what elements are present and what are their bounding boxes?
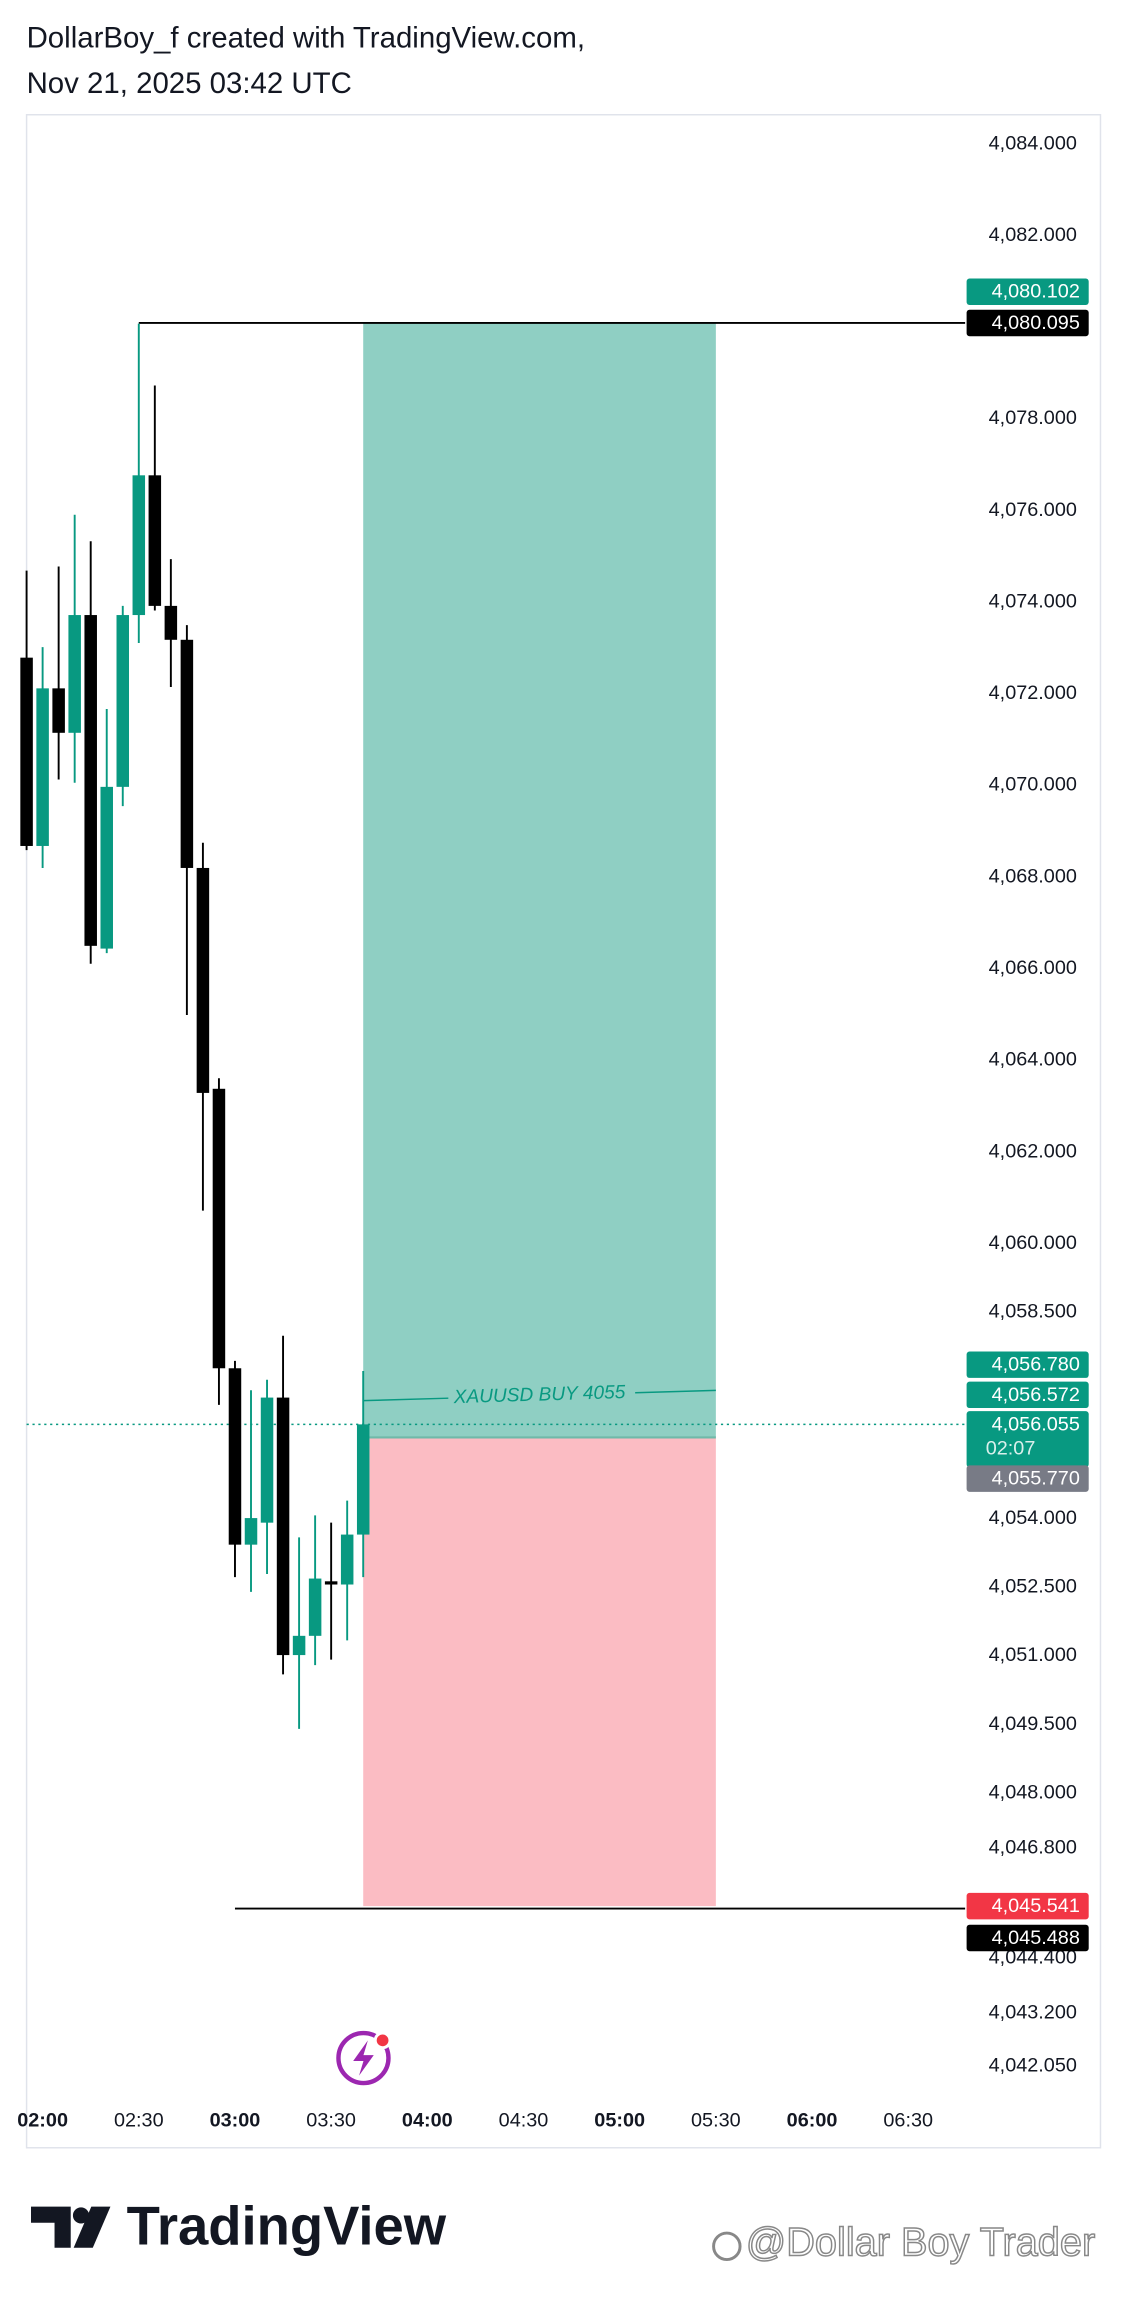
candle-body <box>100 786 113 949</box>
candle-body <box>292 1635 306 1656</box>
candle-body <box>52 688 65 733</box>
y-tick-label: 4,060.000 <box>989 1232 1077 1254</box>
candle-body <box>356 1424 370 1535</box>
y-tick-label: 4,084.000 <box>989 132 1077 154</box>
y-tick-label: 4,043.200 <box>989 2002 1077 2024</box>
candle-body <box>148 475 162 606</box>
header-line: DollarBoy_f created with TradingView.com… <box>27 21 585 54</box>
price-label: 4,080.095 <box>992 312 1080 334</box>
candle-body <box>260 1397 274 1523</box>
watermark: @Dollar Boy Trader <box>746 2220 1095 2264</box>
y-tick-label: 4,046.800 <box>989 1837 1077 1859</box>
candle-body <box>84 615 97 946</box>
price-label-box <box>966 1411 1089 1468</box>
price-label: 4,056.055 <box>992 1413 1080 1435</box>
y-tick-label: 4,078.000 <box>989 407 1077 429</box>
y-tick-label: 4,076.000 <box>989 499 1077 521</box>
y-tick-label: 4,054.000 <box>989 1507 1077 1529</box>
y-tick-label: 4,048.000 <box>989 1782 1077 1804</box>
y-tick-label: 4,058.500 <box>989 1301 1077 1323</box>
profit-zone <box>363 322 716 1438</box>
note-line <box>635 1389 716 1394</box>
candle-body <box>212 1088 226 1369</box>
candle-body <box>228 1368 242 1545</box>
candle-body <box>276 1397 290 1656</box>
x-tick-label: 05:00 <box>594 2110 645 2132</box>
candle-body <box>132 475 146 616</box>
header-line: Nov 21, 2025 03:42 UTC <box>27 67 352 100</box>
price-label: 4,055.770 <box>992 1468 1080 1490</box>
price-label: 4,056.780 <box>992 1354 1080 1376</box>
x-tick-label: 03:30 <box>306 2110 356 2132</box>
price-label-box <box>966 278 1089 306</box>
footer-logo: TradingView <box>127 2196 447 2257</box>
y-tick-label: 4,068.000 <box>989 865 1077 887</box>
watermark-icon <box>712 2231 742 2262</box>
y-tick-label: 4,066.000 <box>989 957 1077 979</box>
candle-body <box>308 1578 322 1636</box>
y-tick-label: 4,082.000 <box>989 224 1077 246</box>
position-note: XAUUSD BUY 4055 <box>452 1382 626 1408</box>
price-label-box <box>966 1381 1089 1409</box>
y-tick-label: 4,070.000 <box>989 774 1077 796</box>
candle-body <box>116 615 130 787</box>
candle-body <box>180 639 194 868</box>
loss-zone <box>363 1437 716 1907</box>
candle-body <box>340 1534 354 1585</box>
x-tick-label: 03:00 <box>210 2110 261 2132</box>
candle-body <box>244 1518 258 1545</box>
y-tick-label: 4,064.000 <box>989 1049 1077 1071</box>
note-line <box>363 1397 449 1402</box>
price-label: 4,045.488 <box>992 1927 1080 1949</box>
price-label-box <box>966 1924 1089 1952</box>
candle-body <box>20 657 33 846</box>
candle-body <box>68 615 81 733</box>
y-tick-label: 4,074.000 <box>989 590 1077 612</box>
x-tick-label: 02:30 <box>114 2110 164 2132</box>
price-countdown: 02:07 <box>986 1438 1036 1460</box>
candle-body <box>324 1581 338 1585</box>
alert-icon <box>336 2030 392 2086</box>
x-tick-label: 04:00 <box>402 2110 453 2132</box>
candle-body <box>164 605 178 640</box>
price-label: 4,080.102 <box>992 281 1080 303</box>
price-label-box <box>966 1351 1089 1378</box>
x-tick-label: 06:30 <box>883 2110 933 2132</box>
y-tick-label: 4,062.000 <box>989 1140 1077 1162</box>
plot: 4,084.000 4,082.000 4,078.000 4,076.000 4,07… <box>17 132 1089 2132</box>
y-tick-label: 4,042.050 <box>989 2054 1077 2076</box>
candle-body <box>36 688 49 846</box>
y-tick-label: 4,072.000 <box>989 682 1077 704</box>
price-label-box <box>966 1465 1089 1492</box>
y-tick-label: 4,051.000 <box>989 1644 1077 1666</box>
price-label: 4,045.541 <box>992 1895 1080 1917</box>
y-tick-label: 4,044.400 <box>989 1947 1077 1969</box>
price-label-box <box>966 1892 1089 1920</box>
x-tick-label: 06:00 <box>787 2110 838 2132</box>
tradingview-logo-mark <box>31 2206 111 2248</box>
y-tick-label: 4,049.500 <box>989 1713 1077 1735</box>
x-tick-label: 05:30 <box>691 2110 741 2132</box>
y-tick-label: 4,052.500 <box>989 1576 1077 1598</box>
x-tick-label: 02:00 <box>17 2110 68 2132</box>
x-tick-label: 04:30 <box>499 2110 549 2132</box>
price-label-box <box>966 309 1089 337</box>
candle-body <box>196 867 210 1093</box>
price-label: 4,056.572 <box>992 1384 1080 1406</box>
